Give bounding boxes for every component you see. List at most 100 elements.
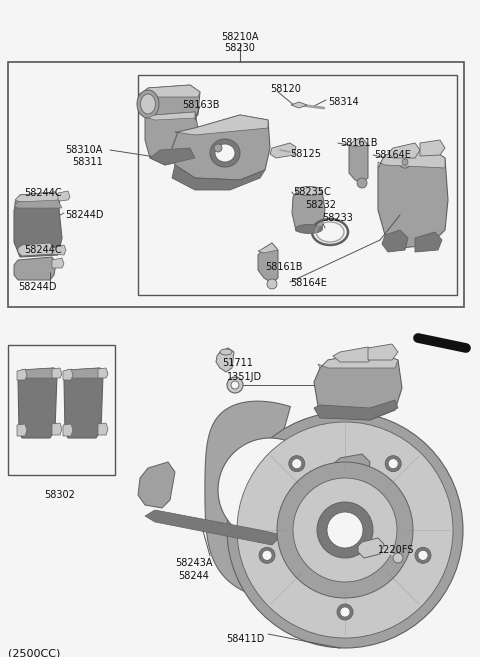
Polygon shape [148,112,195,120]
Polygon shape [138,462,175,508]
Polygon shape [415,232,442,252]
Polygon shape [52,368,62,378]
Text: 58125: 58125 [290,149,321,159]
Circle shape [277,462,413,598]
Polygon shape [64,368,103,438]
Text: 58233: 58233 [322,213,353,223]
Polygon shape [270,143,296,158]
Text: 58244: 58244 [178,571,209,581]
Circle shape [415,547,431,563]
Text: 58244C: 58244C [24,245,61,255]
Polygon shape [349,138,368,147]
Text: 58314: 58314 [328,97,359,107]
Text: 58210A: 58210A [221,32,259,42]
Circle shape [393,553,403,563]
Polygon shape [63,424,73,436]
Polygon shape [291,102,307,108]
Text: 58235C: 58235C [293,187,331,197]
Text: 58310A: 58310A [65,145,102,155]
Text: (2500CC): (2500CC) [8,648,60,657]
Circle shape [267,279,277,289]
Polygon shape [15,192,60,225]
Ellipse shape [220,349,232,355]
Circle shape [218,438,322,542]
Circle shape [262,551,272,560]
Polygon shape [172,115,270,180]
Polygon shape [388,143,420,158]
Text: 51711: 51711 [222,358,253,368]
Polygon shape [318,352,398,368]
Polygon shape [15,192,60,202]
Circle shape [399,156,411,168]
Text: 58244D: 58244D [65,210,104,220]
Polygon shape [18,368,57,378]
Circle shape [214,144,222,152]
Circle shape [227,377,243,393]
Text: 1220FS: 1220FS [378,545,414,555]
Polygon shape [140,85,200,97]
Text: 58243A: 58243A [175,558,213,568]
Circle shape [231,381,239,389]
Ellipse shape [296,187,323,196]
Text: 58244D: 58244D [18,282,57,292]
Circle shape [327,512,363,548]
Polygon shape [358,538,384,558]
Polygon shape [216,348,234,372]
Text: 1351JD: 1351JD [227,372,262,382]
Polygon shape [332,454,370,488]
Text: 58232: 58232 [305,200,336,210]
Polygon shape [52,245,66,255]
Text: 58411D: 58411D [226,634,264,644]
Circle shape [418,551,428,560]
Polygon shape [292,190,325,231]
Polygon shape [258,243,278,283]
Text: 58302: 58302 [45,490,75,500]
Polygon shape [420,140,445,156]
Ellipse shape [210,139,240,167]
Polygon shape [205,401,380,597]
Polygon shape [58,191,70,201]
Circle shape [237,422,453,638]
Circle shape [357,178,367,188]
Polygon shape [98,423,108,435]
Circle shape [317,502,373,558]
Ellipse shape [215,144,235,162]
Polygon shape [172,165,265,190]
Circle shape [385,456,401,472]
Polygon shape [14,257,56,280]
Polygon shape [98,368,108,378]
Bar [8,62,464,307]
Circle shape [289,456,305,472]
Circle shape [337,604,353,620]
Polygon shape [52,258,64,268]
Polygon shape [175,115,268,135]
Polygon shape [17,424,27,436]
Text: 58163B: 58163B [182,100,219,110]
Polygon shape [314,352,402,420]
Polygon shape [258,243,278,253]
Circle shape [227,412,463,648]
Polygon shape [333,347,375,362]
Polygon shape [18,368,57,438]
Circle shape [402,159,408,165]
Text: 58244C: 58244C [24,188,61,198]
Polygon shape [150,148,195,165]
Polygon shape [63,369,73,380]
Polygon shape [368,344,398,360]
Polygon shape [378,148,445,168]
Bar [138,75,457,295]
Polygon shape [145,112,200,165]
Polygon shape [314,400,398,420]
Circle shape [340,607,350,617]
Ellipse shape [141,94,156,114]
Polygon shape [14,200,62,208]
Polygon shape [14,200,62,257]
Polygon shape [64,368,103,378]
Text: 58120: 58120 [270,84,301,94]
Ellipse shape [137,90,159,118]
Circle shape [293,478,397,582]
Text: 58164E: 58164E [374,150,411,160]
Polygon shape [349,138,368,182]
Polygon shape [378,148,448,248]
Polygon shape [18,243,54,256]
